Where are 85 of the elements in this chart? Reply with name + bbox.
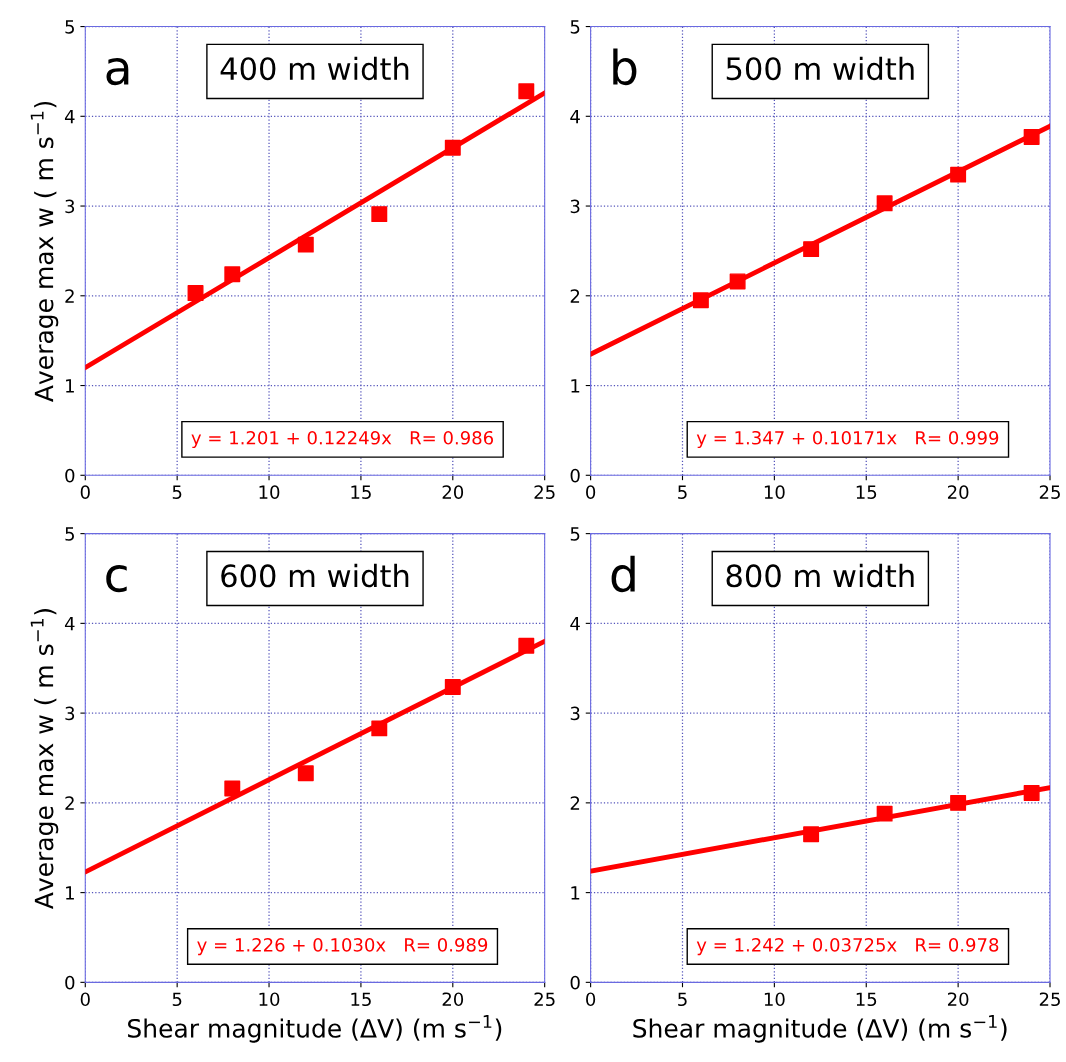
text: 500 m width [726, 56, 914, 81]
point [803, 241, 820, 258]
y-tick-label: 5 [570, 527, 580, 541]
point [371, 206, 388, 223]
x-tick-label: 20 [442, 485, 464, 499]
y-tick-label: 0 [570, 975, 580, 990]
y-tick-label: 2 [570, 289, 580, 303]
x-tick-label: 25 [534, 992, 555, 1007]
x-tick-label: 20 [947, 992, 969, 1007]
x-tick-label: 25 [1039, 992, 1060, 1007]
x-tick-label: 5 [172, 485, 182, 499]
point [1023, 785, 1040, 801]
text: 400 m width [220, 56, 409, 81]
y-tick-label: 4 [64, 617, 75, 631]
point [950, 166, 967, 183]
y-tick-label: 1 [571, 379, 580, 393]
point [371, 720, 388, 737]
annotation: b [613, 48, 637, 86]
y-tick-label: 5 [65, 527, 74, 541]
point [1023, 128, 1040, 145]
point [518, 637, 535, 654]
x-tick-label: 15 [351, 992, 371, 1007]
x-tick-label: 10 [259, 485, 280, 499]
x-tick-label: 10 [764, 992, 785, 1007]
point [729, 273, 746, 290]
point [803, 826, 820, 843]
y-tick-label: 5 [570, 20, 580, 34]
y-tick-label: 1 [66, 379, 74, 393]
annotation: d [611, 555, 635, 593]
x-tick-label: 25 [1039, 485, 1060, 499]
point [692, 292, 709, 309]
annotation: a [106, 58, 129, 86]
y-axis-title: Average max w ( m s$^{−1}$) [30, 101, 59, 402]
y-tick-label: 4 [64, 109, 75, 124]
x-tick-label: 25 [534, 485, 555, 499]
point [876, 805, 893, 822]
y-tick-label: 2 [65, 796, 74, 810]
y-tick-label: 4 [570, 109, 580, 124]
point [224, 780, 241, 797]
y-tick-label: 1 [66, 886, 74, 900]
y-tick-label: 3 [570, 199, 580, 214]
y-tick-label: 2 [65, 289, 74, 303]
y-tick-label: 0 [65, 975, 75, 990]
point [187, 285, 204, 302]
point [444, 139, 461, 156]
y-tick-label: 1 [571, 886, 580, 900]
annotation: y = 1.242 + 0.03725x R= 0.978 [696, 938, 999, 956]
annotation: c [106, 565, 127, 593]
x-tick-label: 10 [764, 485, 785, 499]
y-tick-label: 0 [570, 468, 580, 483]
x-tick-label: 0 [80, 485, 90, 499]
x-tick-label: 20 [442, 992, 464, 1007]
y-tick-label: 3 [65, 199, 75, 214]
text: 600 m width [221, 563, 409, 588]
annotation: y = 1.347 + 0.10171x R= 0.999 [696, 430, 999, 449]
x-tick-label: 5 [172, 992, 182, 1007]
text: 800 m width [726, 563, 914, 588]
y-tick-label: 4 [570, 617, 580, 631]
x-tick-label: 15 [351, 485, 371, 499]
y-tick-label: 5 [65, 20, 74, 34]
x-tick-label: 15 [856, 485, 877, 499]
y-axis-title: Average max w ( m s$^{−1}$) [30, 609, 59, 910]
x-tick-label: 0 [586, 485, 596, 499]
point [876, 195, 893, 212]
point [224, 266, 241, 283]
x-tick-label: 0 [80, 992, 90, 1007]
y-tick-label: 0 [65, 468, 75, 483]
y-tick-label: 3 [570, 706, 580, 721]
x-tick-label: 10 [259, 992, 280, 1007]
x-tick-label: 20 [947, 485, 969, 499]
point [444, 679, 461, 696]
x-axis-title: Shear magnitude (ΔV) (m s$^{−1}$) [633, 1015, 1007, 1043]
x-tick-label: 5 [678, 992, 687, 1007]
annotation: y = 1.226 + 0.1030x R= 0.989 [197, 938, 488, 956]
point [950, 794, 967, 811]
point [297, 236, 314, 253]
point [518, 83, 535, 100]
y-tick-label: 3 [65, 706, 75, 721]
x-tick-label: 15 [856, 992, 877, 1007]
y-tick-label: 2 [570, 796, 580, 810]
annotation: y = 1.201 + 0.12249x R= 0.986 [191, 430, 494, 449]
point [297, 765, 314, 782]
x-tick-label: 0 [586, 992, 596, 1007]
x-axis-title: Shear magnitude (ΔV) (m s$^{−1}$) [128, 1015, 502, 1043]
x-tick-label: 5 [678, 485, 687, 499]
